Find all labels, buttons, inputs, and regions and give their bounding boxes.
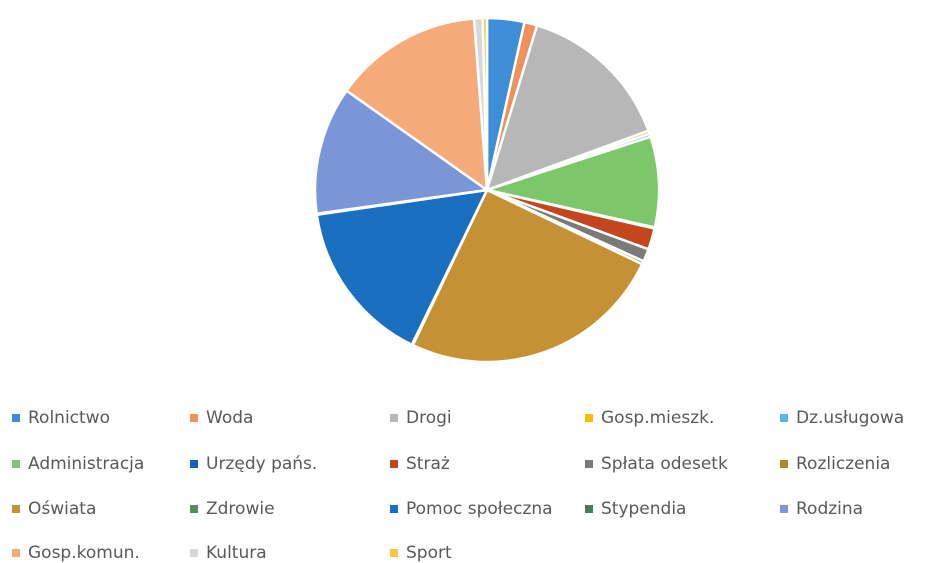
- legend-swatch: [12, 460, 20, 468]
- pie-slice: [482, 135, 661, 230]
- legend-label: Rozliczenia: [796, 454, 890, 474]
- legend-label: Oświata: [28, 499, 96, 519]
- legend-swatch: [780, 460, 788, 468]
- legend-swatch: [585, 505, 593, 513]
- legend-swatch: [190, 549, 198, 557]
- pie-slice: [411, 188, 644, 364]
- legend-label: Drogi: [406, 408, 452, 428]
- legend-label: Woda: [206, 408, 253, 428]
- legend-label: Stypendia: [601, 499, 686, 519]
- legend-swatch: [390, 414, 398, 422]
- legend-swatch: [12, 414, 20, 422]
- legend-swatch: [190, 505, 198, 513]
- legend-label: Gosp.mieszk.: [601, 408, 714, 428]
- pie-slice: [315, 188, 490, 347]
- legend-label: Gosp.komun.: [28, 543, 140, 563]
- legend-swatch: [390, 505, 398, 513]
- legend-label: Straż: [406, 454, 450, 474]
- legend-label: Sport: [406, 543, 452, 563]
- pie-slice: [485, 23, 651, 193]
- legend-swatch: [12, 505, 20, 513]
- legend-label: Administracja: [28, 454, 144, 474]
- pie-slice: [313, 88, 491, 216]
- pie-slice: [344, 17, 489, 193]
- legend-label: Rolnictwo: [28, 408, 110, 428]
- legend-swatch: [12, 549, 20, 557]
- legend-swatch: [190, 460, 198, 468]
- legend-swatch: [780, 505, 788, 513]
- legend-label: Spłata odesetk: [601, 454, 728, 474]
- legend-swatch: [585, 460, 593, 468]
- legend-swatch: [780, 414, 788, 422]
- legend-label: Pomoc społeczna: [406, 499, 553, 519]
- legend-label: Dz.usługowa: [796, 408, 904, 428]
- legend-label: Urzędy pańs.: [206, 454, 317, 474]
- legend-label: Zdrowie: [206, 499, 275, 519]
- legend-swatch: [390, 549, 398, 557]
- pie-slice: [481, 16, 489, 191]
- legend-swatch: [585, 414, 593, 422]
- legend-label: Kultura: [206, 543, 267, 563]
- legend-label: Rodzina: [796, 499, 863, 519]
- legend-swatch: [190, 414, 198, 422]
- legend-swatch: [390, 460, 398, 468]
